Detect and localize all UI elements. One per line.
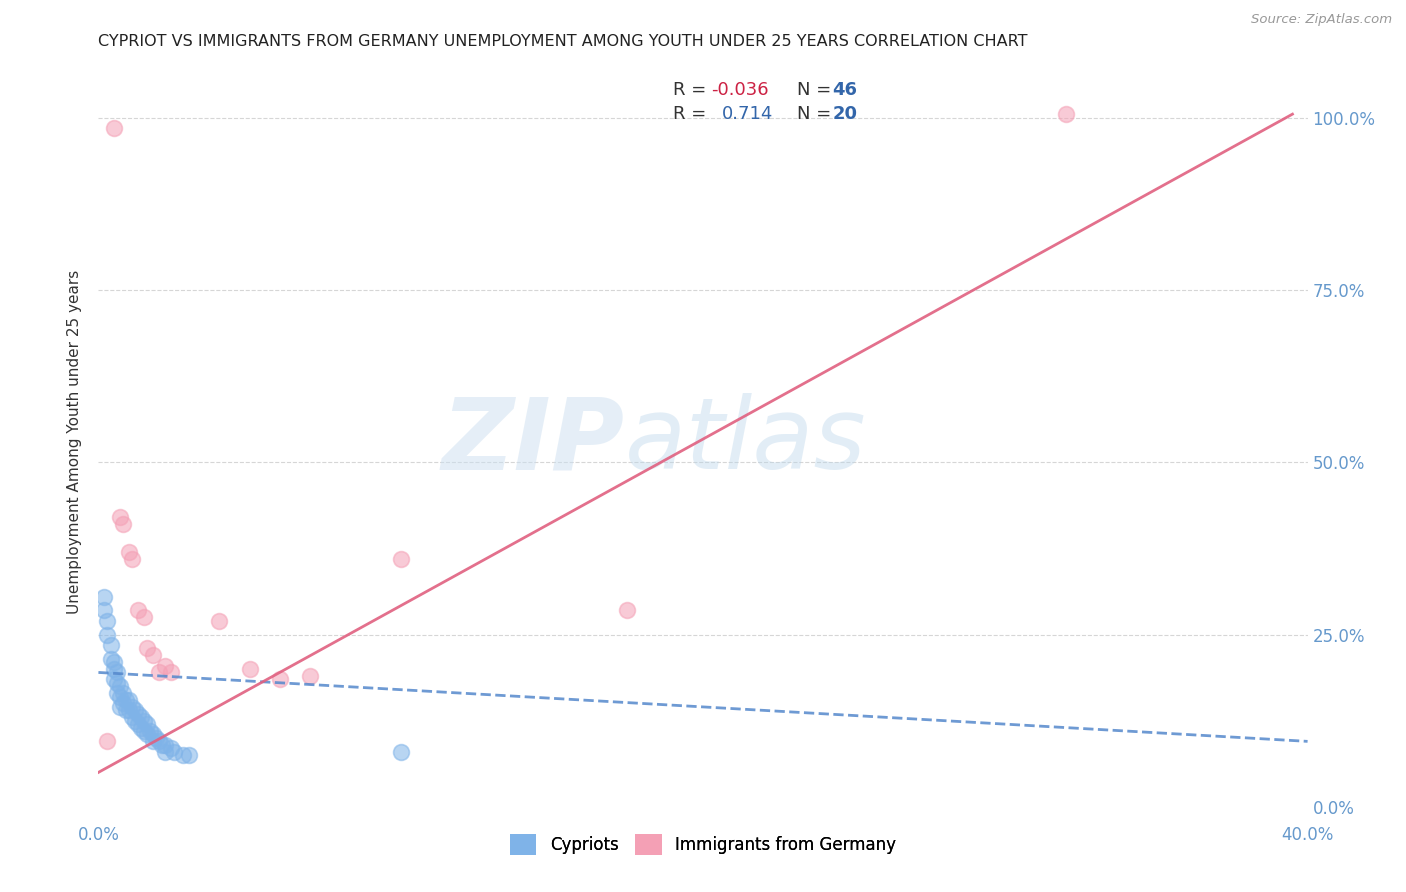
Point: [108, 510, 131, 524]
Point: [108, 690, 131, 704]
Point: [127, 717, 149, 731]
Point: [132, 714, 155, 728]
Point: [103, 673, 125, 687]
Point: [135, 641, 157, 656]
Point: [160, 665, 183, 680]
Y-axis label: Unemployment Among Youth under 25 years: Unemployment Among Youth under 25 years: [67, 269, 83, 614]
Point: [142, 727, 165, 741]
Point: [105, 665, 128, 680]
Point: [153, 745, 176, 759]
Point: [129, 721, 152, 735]
Point: [111, 517, 134, 532]
Point: [96, 614, 118, 628]
Point: [135, 717, 157, 731]
Point: [121, 699, 143, 714]
Point: [100, 651, 122, 665]
Point: [105, 686, 128, 700]
Text: ZIP: ZIP: [441, 393, 624, 490]
Point: [118, 703, 141, 717]
Point: [142, 648, 165, 663]
Legend: Cypriots, Immigrants from Germany: Cypriots, Immigrants from Germany: [503, 827, 903, 862]
Point: [153, 658, 176, 673]
Point: [111, 686, 134, 700]
Point: [96, 627, 118, 641]
Text: N =: N =: [797, 81, 838, 99]
Text: 46: 46: [832, 81, 858, 99]
Point: [124, 714, 146, 728]
Point: [103, 655, 125, 669]
Point: [269, 673, 291, 687]
Text: -0.036: -0.036: [711, 81, 769, 99]
Point: [148, 665, 170, 680]
Text: 20: 20: [832, 105, 858, 123]
Point: [142, 734, 165, 748]
Point: [127, 603, 149, 617]
Point: [389, 551, 412, 566]
Point: [108, 699, 131, 714]
Point: [124, 703, 146, 717]
Text: CYPRIOT VS IMMIGRANTS FROM GERMANY UNEMPLOYMENT AMONG YOUTH UNDER 25 YEARS CORRE: CYPRIOT VS IMMIGRANTS FROM GERMANY UNEMP…: [98, 34, 1028, 49]
Point: [108, 679, 131, 693]
Point: [132, 610, 155, 624]
Point: [299, 669, 322, 683]
Point: [100, 638, 122, 652]
Point: [239, 662, 262, 676]
Point: [114, 693, 136, 707]
Point: [121, 710, 143, 724]
Point: [121, 551, 143, 566]
Point: [114, 703, 136, 717]
Point: [135, 727, 157, 741]
Point: [160, 741, 183, 756]
Point: [127, 706, 149, 721]
Point: [148, 734, 170, 748]
Point: [93, 590, 115, 604]
Point: [150, 738, 173, 752]
Point: [163, 745, 186, 759]
Point: [96, 734, 118, 748]
Point: [208, 614, 231, 628]
Text: Source: ZipAtlas.com: Source: ZipAtlas.com: [1251, 13, 1392, 27]
Text: 0.714: 0.714: [723, 105, 773, 123]
Text: R =: R =: [672, 105, 711, 123]
Point: [153, 738, 176, 752]
Point: [389, 745, 412, 759]
Text: N =: N =: [797, 105, 838, 123]
Point: [118, 693, 141, 707]
Point: [105, 675, 128, 690]
Point: [93, 603, 115, 617]
Text: atlas: atlas: [624, 393, 866, 490]
Point: [139, 724, 162, 739]
Point: [179, 748, 201, 763]
Point: [616, 603, 638, 617]
Point: [118, 545, 141, 559]
Point: [103, 120, 125, 135]
Point: [1054, 107, 1077, 121]
Point: [103, 662, 125, 676]
Point: [172, 748, 194, 763]
Text: R =: R =: [672, 81, 711, 99]
Point: [145, 731, 167, 745]
Point: [111, 697, 134, 711]
Point: [129, 710, 152, 724]
Point: [132, 724, 155, 739]
